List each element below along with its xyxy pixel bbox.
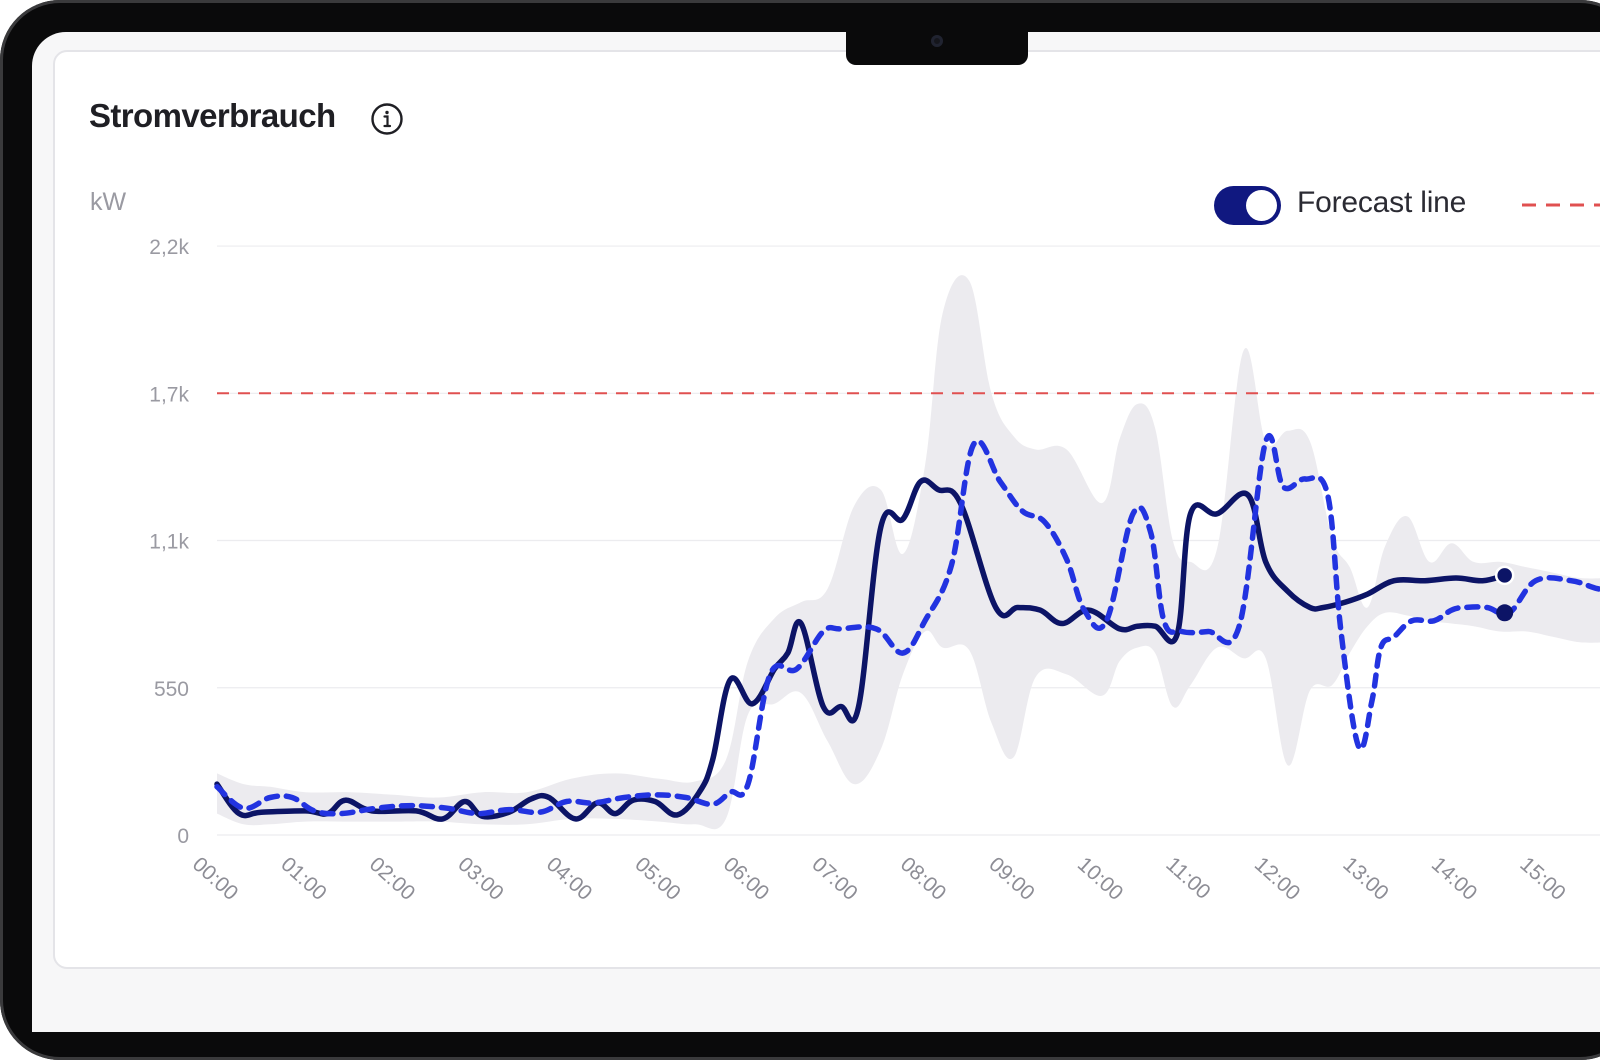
x-tick-label: 10:00 [1073,853,1127,905]
y-tick-label: 550 [154,678,189,701]
forecast-marker [1496,604,1514,622]
card-title: Stromverbrauch [89,97,336,134]
y-tick-label: 0 [177,825,189,848]
x-tick-label: 02:00 [365,853,419,905]
y-tick-label: 2,2k [149,236,189,259]
x-tick-label: 11:00 [1161,853,1214,904]
x-tick-label: 01:00 [276,853,330,905]
y-tick-label: 1,7k [149,383,189,406]
info-icon[interactable] [370,102,404,136]
x-tick-label: 09:00 [984,853,1038,905]
toggle-knob [1246,190,1277,221]
actual-end-marker [1494,565,1515,586]
consumption-chart: 0 550 1,1k 1,7k 2,2k 00:00 01:00 02:00 03:00 04:… [149,236,1600,905]
x-tick-label: 07:00 [807,853,861,905]
x-tick-label: 05:00 [630,853,684,905]
threshold-legend-swatch [1522,203,1600,207]
x-tick-label: 03:00 [453,853,507,905]
y-tick-label: 1,1k [149,531,189,554]
x-axis-labels: 00:00 01:00 02:00 03:00 04:00 05:00 06:00 07:00… [188,853,1570,905]
forecast-toggle-label[interactable]: Forecast line [1297,186,1467,219]
x-tick-label: 14:00 [1427,853,1481,905]
grid-lines [217,245,1600,836]
forecast-toggle[interactable] [1214,186,1281,225]
x-tick-label: 08:00 [896,853,950,905]
forecast-band-group [217,275,1600,830]
x-tick-label: 12:00 [1250,853,1304,905]
x-tick-label: 04:00 [542,853,596,905]
y-axis-labels: 0 550 1,1k 1,7k 2,2k [149,236,189,848]
x-tick-label: 13:00 [1338,853,1392,905]
forecast-line [214,432,1600,817]
camera-notch [846,30,1028,65]
x-tick-label: 00:00 [188,853,242,905]
series-group [214,432,1600,822]
x-tick-label: 15:00 [1515,853,1569,905]
camera-icon [931,35,943,47]
x-tick-label: 06:00 [719,853,773,905]
forecast-band [217,275,1600,830]
y-unit-label: kW [90,188,127,216]
